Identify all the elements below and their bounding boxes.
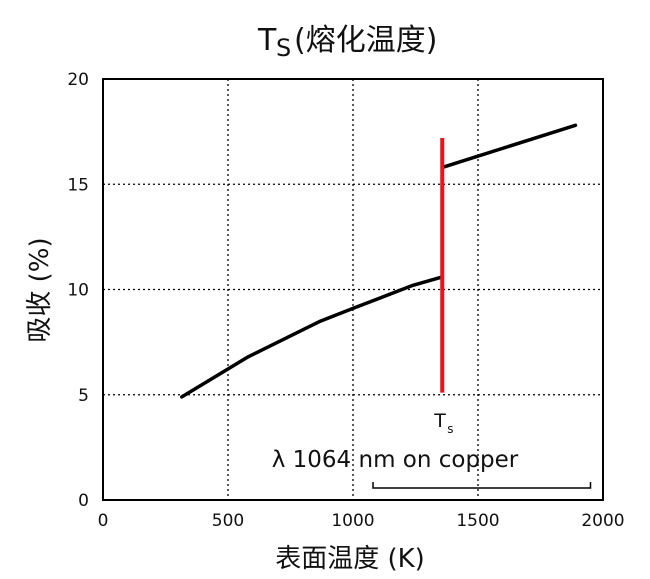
y-tick-label-20: 20 xyxy=(67,70,89,90)
annotation-group: λ 1064 nm on copper xyxy=(272,447,592,489)
melting-line-label: T xyxy=(433,410,446,432)
x-tick-label-1000: 1000 xyxy=(331,511,374,531)
annotation-bracket xyxy=(372,482,592,489)
series-group xyxy=(180,123,578,399)
series-line-solid xyxy=(180,275,445,399)
y-tick-label-15: 15 xyxy=(67,175,89,195)
x-tick-label-2000: 2000 xyxy=(581,511,624,531)
chart-title-subscript: S xyxy=(276,34,291,62)
annotation-text: λ 1064 nm on copper xyxy=(272,447,519,473)
y-axis-ticks: 0 5 10 15 20 xyxy=(67,70,89,511)
grid xyxy=(103,79,603,500)
y-tick-label-10: 10 xyxy=(67,281,89,301)
x-tick-label-500: 500 xyxy=(212,511,244,531)
chart-title: T S (熔化温度) xyxy=(257,23,437,62)
x-tick-label-1500: 1500 xyxy=(456,511,499,531)
y-tick-label-5: 5 xyxy=(78,386,89,406)
x-tick-label-0: 0 xyxy=(98,511,109,531)
y-axis-label: 吸收 (%) xyxy=(25,237,55,342)
x-axis-label: 表面温度 (K) xyxy=(275,544,425,574)
melting-line-label-subscript: s xyxy=(447,422,453,436)
plot-frame xyxy=(102,78,604,501)
series-line-liquid xyxy=(440,123,578,170)
x-axis-ticks: 0 500 1000 1500 2000 xyxy=(98,511,625,531)
chart-title-suffix: (熔化温度) xyxy=(294,23,437,58)
chart-title-main: T xyxy=(257,23,277,58)
y-tick-label-0: 0 xyxy=(78,491,89,511)
